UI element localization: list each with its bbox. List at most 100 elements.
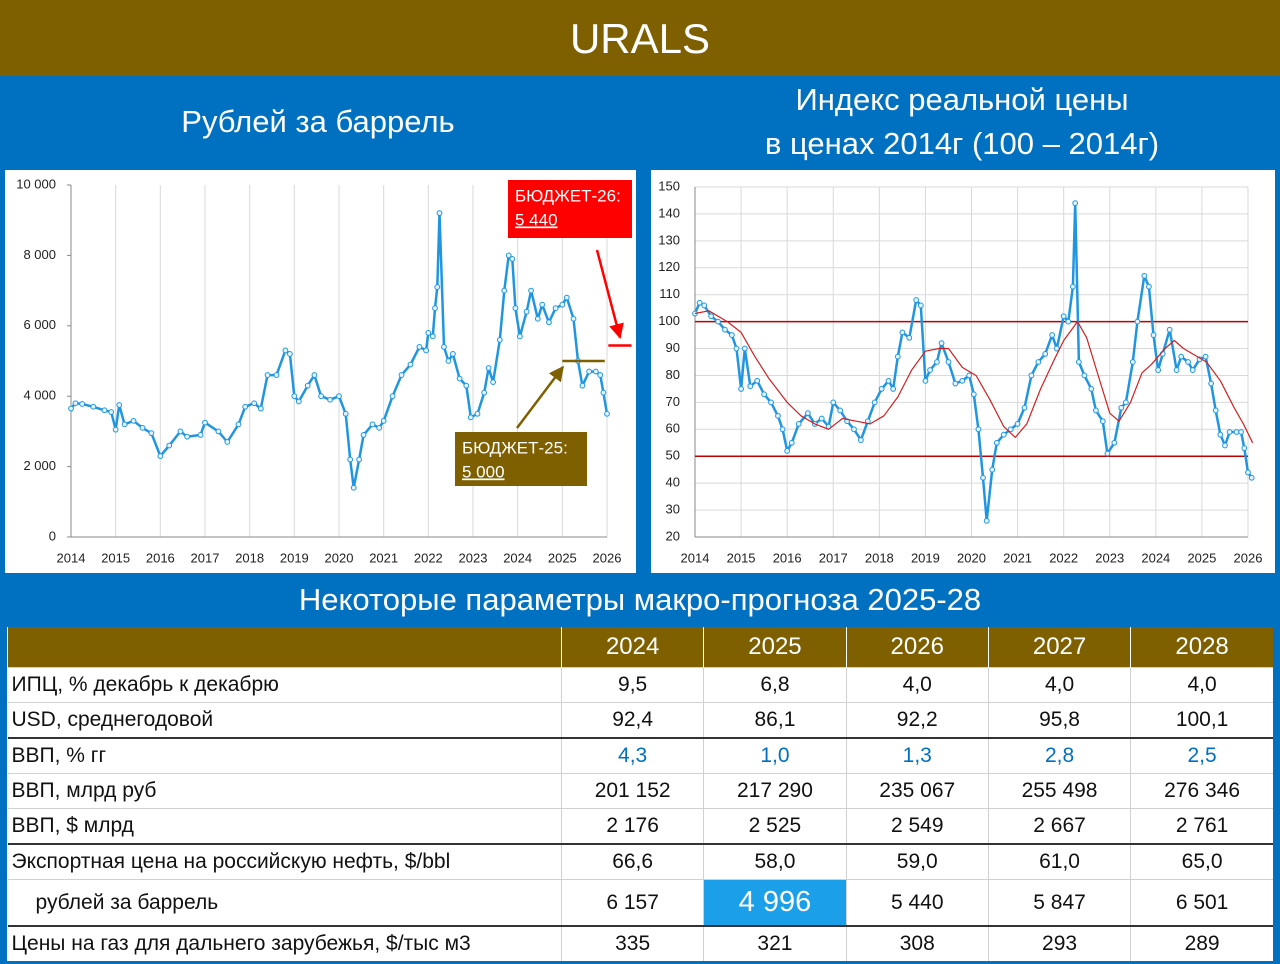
- chart-title: Рублей за баррель: [181, 104, 455, 139]
- x-tick-label: 2019: [280, 550, 309, 565]
- y-tick-label: 40: [666, 475, 680, 490]
- data-point: [983, 517, 990, 524]
- data-point: [445, 358, 452, 364]
- data-point: [1129, 359, 1136, 365]
- data-point: [604, 410, 610, 417]
- table-cell: 59,0: [845, 843, 989, 880]
- x-tick-label: 2025: [1187, 550, 1216, 565]
- data-point: [552, 305, 559, 312]
- table-cell: 255 498: [987, 773, 1131, 809]
- x-tick-label: 2026: [1234, 550, 1263, 565]
- table-cell: 293: [987, 925, 1131, 961]
- data-point: [72, 400, 79, 407]
- data-point: [311, 372, 318, 378]
- data-point: [1118, 404, 1125, 411]
- row-label: ВВП, % гг: [7, 737, 562, 774]
- data-point: [871, 399, 878, 406]
- data-point: [481, 389, 488, 396]
- x-tick-label: 2016: [146, 550, 175, 565]
- data-point: [975, 426, 982, 433]
- data-point: [116, 402, 123, 408]
- series-line: [694, 310, 1254, 444]
- x-tick-label: 2020: [325, 550, 354, 565]
- data-point: [722, 326, 728, 333]
- data-point: [592, 368, 599, 375]
- data-point: [512, 305, 519, 312]
- x-tick-label: 2024: [503, 550, 532, 565]
- table-cell: 1,3: [845, 737, 989, 774]
- data-point: [389, 393, 396, 400]
- table-row: ВВП, млрд руб 201 152 217 290 235 067 255 49…: [7, 773, 1273, 809]
- data-point: [890, 386, 897, 392]
- annotation-title: БЮДЖЕТ-25:: [462, 438, 568, 457]
- table-cell: 92,2: [845, 702, 989, 739]
- table-cell: 92,4: [560, 702, 704, 739]
- y-tick-label: 80: [666, 367, 680, 382]
- data-point: [450, 351, 456, 357]
- data-point: [224, 439, 231, 445]
- y-tick-label: 60: [666, 421, 680, 436]
- data-point: [1212, 407, 1219, 414]
- data-point: [474, 410, 481, 417]
- data-point: [959, 377, 966, 384]
- table-cell: 86,1: [703, 702, 847, 739]
- row-label: ВВП, $ млрд: [7, 808, 562, 845]
- data-point: [728, 332, 735, 338]
- data-point: [1208, 380, 1215, 387]
- data-point: [1238, 429, 1244, 435]
- annotation-arrow: [516, 365, 564, 429]
- table-cell: 2 667: [987, 808, 1131, 845]
- x-tick-label: 2026: [593, 550, 622, 565]
- row-label: Экспортная цена на российскую нефть, $/b…: [7, 843, 562, 880]
- data-point: [157, 453, 164, 459]
- row-label: ВВП, млрд руб: [7, 773, 562, 809]
- data-point: [738, 386, 744, 392]
- y-tick-label: 6 000: [23, 317, 56, 332]
- data-point: [741, 345, 748, 352]
- data-point: [429, 333, 436, 340]
- data-point: [101, 407, 108, 414]
- annotation-box: [455, 432, 587, 486]
- table-cell: 58,0: [703, 843, 847, 880]
- y-tick-label: 2 000: [23, 458, 56, 473]
- data-point: [1111, 439, 1118, 446]
- data-point: [878, 386, 885, 392]
- data-point: [1035, 359, 1042, 365]
- data-point: [597, 372, 604, 378]
- table-cell: 2 176: [560, 808, 704, 845]
- x-tick-label: 2025: [548, 550, 577, 565]
- data-point: [505, 252, 512, 259]
- y-tick-label: 140: [658, 205, 680, 220]
- data-point: [917, 302, 924, 309]
- data-point: [1134, 318, 1141, 325]
- table-cell: 289: [1130, 925, 1273, 961]
- data-point: [197, 432, 204, 438]
- forecast-table: 2024 2025 2026 2027 2028 ИПЦ, % декабрь к де…: [7, 627, 1273, 961]
- y-tick-label: 120: [658, 259, 680, 274]
- data-point: [913, 297, 920, 303]
- data-point: [242, 403, 249, 410]
- y-tick-label: 50: [666, 448, 680, 463]
- data-point: [441, 344, 447, 350]
- table-row: Экспортная цена на российскую нефть, $/b…: [7, 843, 1273, 880]
- data-point: [342, 410, 349, 417]
- data-point: [423, 347, 430, 354]
- x-tick-label: 2022: [1049, 550, 1078, 565]
- data-point: [251, 400, 258, 407]
- data-point: [257, 405, 264, 412]
- table-row: ИПЦ, % декабрь к декабрю 9,5 6,8 4,0 4,0 4,0: [7, 667, 1273, 703]
- data-point: [1081, 372, 1088, 379]
- data-point: [747, 383, 754, 390]
- data-point: [1233, 429, 1240, 435]
- table-row: Цены на газ для дальнего зарубежья, $/ты…: [7, 925, 1273, 961]
- data-point: [1241, 445, 1248, 452]
- y-tick-label: 30: [666, 502, 680, 517]
- data-point: [546, 319, 552, 326]
- x-tick-label: 2015: [101, 550, 130, 565]
- y-tick-label: 90: [666, 340, 680, 355]
- table-title: Некоторые параметры макро-прогноза 2025-…: [298, 582, 982, 617]
- header-cell: 2024: [560, 627, 704, 668]
- data-point: [830, 399, 837, 406]
- data-point: [952, 380, 959, 387]
